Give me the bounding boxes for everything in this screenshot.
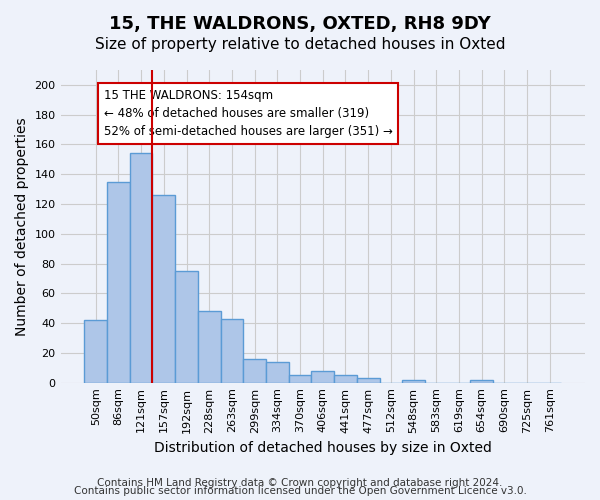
Bar [289, 375, 311, 382]
Y-axis label: Number of detached properties: Number of detached properties [15, 117, 29, 336]
Bar [130, 154, 152, 382]
Text: Size of property relative to detached houses in Oxted: Size of property relative to detached ho… [95, 38, 505, 52]
Bar [107, 182, 130, 382]
Text: 15 THE WALDRONS: 154sqm
← 48% of detached houses are smaller (319)
52% of semi-d: 15 THE WALDRONS: 154sqm ← 48% of detache… [104, 90, 392, 138]
Bar [357, 378, 380, 382]
Text: Contains HM Land Registry data © Crown copyright and database right 2024.: Contains HM Land Registry data © Crown c… [97, 478, 503, 488]
Bar [198, 311, 221, 382]
Bar [175, 271, 198, 382]
X-axis label: Distribution of detached houses by size in Oxted: Distribution of detached houses by size … [154, 441, 492, 455]
Bar [402, 380, 425, 382]
Bar [244, 359, 266, 382]
Bar [334, 375, 357, 382]
Bar [221, 318, 244, 382]
Bar [470, 380, 493, 382]
Bar [152, 195, 175, 382]
Text: Contains public sector information licensed under the Open Government Licence v3: Contains public sector information licen… [74, 486, 526, 496]
Bar [85, 320, 107, 382]
Bar [266, 362, 289, 382]
Text: 15, THE WALDRONS, OXTED, RH8 9DY: 15, THE WALDRONS, OXTED, RH8 9DY [109, 15, 491, 33]
Bar [311, 371, 334, 382]
